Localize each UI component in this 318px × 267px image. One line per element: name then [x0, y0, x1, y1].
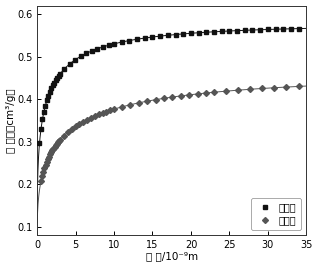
再生后 [120, 41, 124, 44]
再生前 [285, 85, 288, 89]
再生后 [281, 28, 285, 31]
再生后 [58, 72, 62, 75]
再生后 [38, 142, 41, 145]
再生后 [39, 128, 43, 131]
再生后 [40, 118, 44, 121]
再生后 [251, 28, 254, 32]
再生后 [151, 36, 155, 39]
再生前 [154, 98, 157, 101]
Line: 再生后: 再生后 [38, 26, 301, 146]
再生后 [68, 62, 72, 66]
再生后 [181, 32, 185, 36]
再生前 [128, 103, 132, 106]
再生后 [54, 78, 58, 82]
再生后 [227, 29, 231, 33]
再生后 [273, 28, 277, 31]
再生后 [197, 31, 201, 34]
再生后 [46, 94, 50, 97]
再生后 [266, 28, 270, 31]
再生后 [57, 74, 61, 77]
再生后 [95, 47, 99, 50]
再生后 [189, 32, 193, 35]
再生后 [166, 34, 170, 37]
再生后 [243, 29, 247, 32]
再生前 [57, 139, 61, 143]
再生后 [55, 76, 59, 79]
再生后 [112, 42, 116, 45]
X-axis label: 孔 径/10⁻⁹m: 孔 径/10⁻⁹m [146, 252, 198, 261]
再生后 [143, 37, 147, 40]
再生后 [73, 58, 77, 61]
再生后 [158, 34, 162, 38]
再生后 [62, 68, 66, 71]
再生后 [289, 27, 293, 30]
再生后 [235, 29, 239, 32]
再生后 [42, 110, 46, 113]
再生后 [79, 55, 83, 58]
再生后 [107, 44, 110, 47]
再生后 [204, 31, 208, 34]
再生后 [84, 52, 88, 55]
再生后 [52, 81, 56, 84]
Legend: 再生后, 再生前: 再生后, 再生前 [251, 198, 301, 230]
再生前 [52, 147, 55, 150]
再生前 [56, 141, 60, 144]
再生后 [258, 28, 262, 31]
再生前 [39, 179, 43, 183]
再生后 [297, 27, 301, 30]
再生后 [212, 30, 216, 33]
再生前 [297, 85, 301, 88]
再生后 [220, 30, 224, 33]
再生后 [51, 84, 55, 87]
Y-axis label: 孔 体积（cm³/g）: 孔 体积（cm³/g） [5, 88, 16, 153]
再生后 [101, 45, 105, 49]
再生后 [135, 38, 139, 41]
再生后 [174, 33, 177, 36]
再生后 [128, 39, 131, 42]
再生后 [49, 87, 53, 90]
再生后 [44, 104, 47, 107]
再生后 [48, 90, 52, 93]
再生后 [45, 99, 49, 102]
Line: 再生前: 再生前 [39, 84, 301, 183]
再生后 [90, 49, 94, 53]
